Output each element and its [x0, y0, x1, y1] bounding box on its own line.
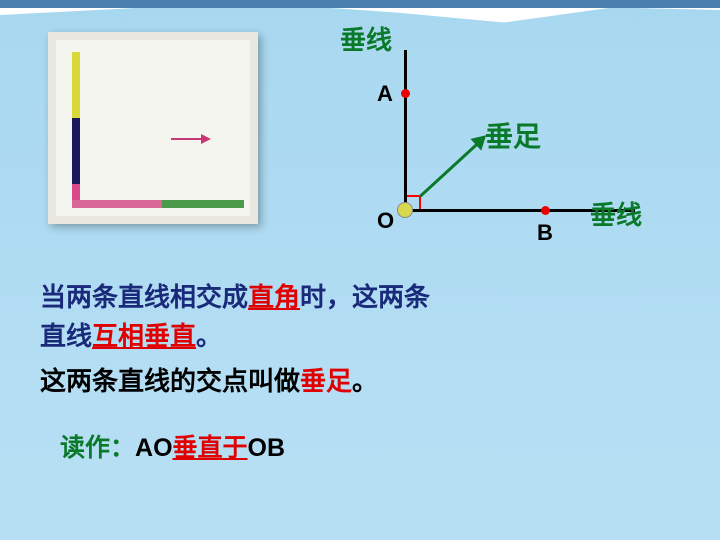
perpendicular-diagram: ABO垂线垂线垂足: [330, 30, 660, 250]
arrow-icon: [171, 132, 211, 146]
photo-content: [56, 40, 250, 216]
reading-text: 读作：AO垂直于OB: [60, 430, 285, 468]
definition-text-2: 这两条直线的交点叫做垂足。: [40, 362, 378, 401]
definition-text-1: 当两条直线相交成直角时，这两条 直线互相垂直。: [40, 278, 430, 356]
photo-frame: [48, 32, 258, 224]
